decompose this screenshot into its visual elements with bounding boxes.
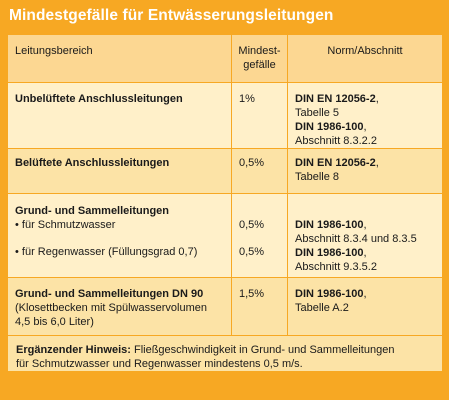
row-area-detail: 4,5 bis 6,0 Liter) [15,316,94,328]
table-row: Grund- und Sammelleitungen DN 90 (Kloset… [7,277,443,336]
row-area-label: Grund- und Sammelleitungen [15,205,170,217]
norm-section: Abschnitt 8.3.4 und 8.3.5 [295,233,417,245]
norm-section: Abschnitt 9.3.5.2 [295,261,377,273]
row-sub-item: • für Schmutzwasser [15,219,116,231]
norm-standard: DIN 1986-100 [295,247,364,259]
row-slope-value: 1% [239,93,255,105]
norm-section: Tabelle 8 [295,171,340,183]
norm-standard: DIN EN 12056-2 [295,157,376,169]
norm-separator: , [375,93,379,105]
cell-slope: 0,5% 0,5% [231,193,288,278]
page-title: Mindestgefälle für Entwässerungsleitunge… [9,7,334,24]
table-row: Grund- und Sammelleitungen • für Schmutz… [7,193,443,278]
cell-slope: 1% [231,82,288,149]
header-area: Leitungsbereich [7,34,232,83]
cell-norm: DIN 1986-100, Abschnitt 8.3.4 und 8.3.5 … [287,193,443,278]
header-norm-label: Norm/Abschnitt [327,45,403,57]
header-norm: Norm/Abschnitt [287,34,443,83]
hint-text: für Schmutzwasser und Regenwasser mindes… [16,358,303,370]
cell-area: Unbelüftete Anschlussleitungen [7,82,232,149]
row-slope-value: 0,5% [239,219,265,231]
cell-norm: DIN 1986-100, Tabelle A.2 [287,277,443,336]
row-slope-value: 0,5% [239,157,265,169]
norm-separator: , [363,219,367,231]
cell-slope: 1,5% [231,277,288,336]
hint-row: Ergänzender Hinweis: Fließgeschwindigkei… [7,335,443,372]
cell-area: Grund- und Sammelleitungen • für Schmutz… [7,193,232,278]
norm-section: Abschnitt 8.3.2.2 [295,135,377,147]
cell-slope: 0,5% [231,148,288,194]
hint-label: Ergänzender Hinweis: [16,344,131,356]
norm-separator: , [363,288,367,300]
header-area-label: Leitungsbereich [15,45,93,57]
cell-norm: DIN EN 12056-2, Tabelle 5 DIN 1986-100, … [287,82,443,149]
row-slope-value: 1,5% [239,288,265,300]
norm-standard: DIN 1986-100 [295,288,364,300]
hint-cell: Ergänzender Hinweis: Fließgeschwindigkei… [7,335,443,372]
table-header-row: Leitungsbereich Mindest- gefälle Norm/Ab… [7,34,443,83]
hint-text: Fließgeschwindigkeit in Grund- und Samme… [130,344,395,356]
norm-separator: , [363,121,367,133]
norm-standard: DIN EN 12056-2 [295,93,376,105]
table-row: Unbelüftete Anschlussleitungen 1% DIN EN… [7,82,443,149]
norm-section: Tabelle A.2 [295,302,349,314]
norm-section: Tabelle 5 [295,107,340,119]
cell-area: Grund- und Sammelleitungen DN 90 (Kloset… [7,277,232,336]
norm-separator: , [375,157,379,169]
header-slope: Mindest- gefälle [231,34,288,83]
norm-separator: , [363,247,367,259]
header-slope-line2: gefälle [243,59,276,71]
row-area-label: Grund- und Sammelleitungen DN 90 [15,288,204,300]
row-area-label: Belüftete Anschlussleitungen [15,157,170,169]
header-slope-line1: Mindest- [238,45,281,57]
table-row: Belüftete Anschlussleitungen 0,5% DIN EN… [7,148,443,194]
row-sub-item: • für Regenwasser (Füllungsgrad 0,7) [15,246,198,258]
slope-table: Leitungsbereich Mindest- gefälle Norm/Ab… [7,34,443,372]
row-area-detail: (Klosettbecken mit Spülwasservolumen [15,302,207,314]
row-slope-value: 0,5% [239,246,265,258]
cell-area: Belüftete Anschlussleitungen [7,148,232,194]
row-area-label: Unbelüftete Anschlussleitungen [15,93,183,105]
cell-norm: DIN EN 12056-2, Tabelle 8 [287,148,443,194]
norm-standard: DIN 1986-100 [295,219,364,231]
norm-standard: DIN 1986-100 [295,121,364,133]
